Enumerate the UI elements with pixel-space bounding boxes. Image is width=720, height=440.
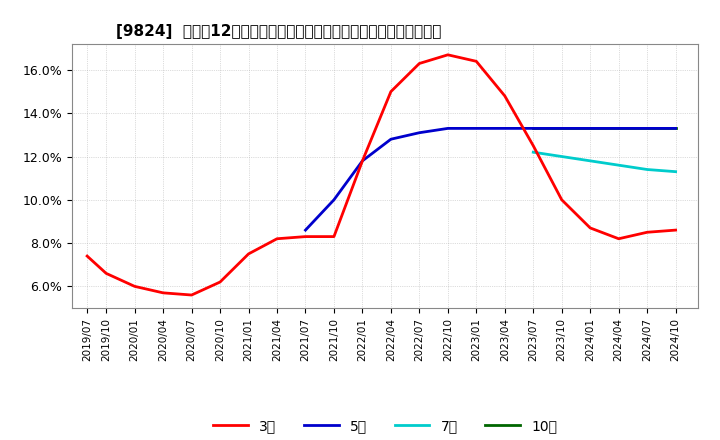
10年 [586, 126, 595, 131]
7年 [586, 158, 595, 164]
5年 [301, 227, 310, 233]
3年 [301, 234, 310, 239]
3年 [387, 89, 395, 94]
3年 [102, 271, 110, 276]
Text: [9824]  売上高12か月移動合計の対前年同期増減率の標準偏差の推移: [9824] 売上高12か月移動合計の対前年同期増減率の標準偏差の推移 [116, 24, 441, 39]
3年 [671, 227, 680, 233]
5年 [500, 126, 509, 131]
3年 [273, 236, 282, 242]
3年 [216, 279, 225, 285]
3年 [358, 158, 366, 164]
5年 [643, 126, 652, 131]
5年 [671, 126, 680, 131]
7年 [557, 154, 566, 159]
5年 [557, 126, 566, 131]
Line: 5年: 5年 [305, 128, 675, 230]
3年 [187, 292, 196, 297]
7年 [529, 150, 538, 155]
3年 [500, 93, 509, 99]
10年 [614, 126, 623, 131]
7年 [643, 167, 652, 172]
5年 [358, 158, 366, 164]
3年 [643, 230, 652, 235]
3年 [529, 143, 538, 148]
5年 [586, 126, 595, 131]
3年 [557, 197, 566, 202]
5年 [387, 136, 395, 142]
5年 [330, 197, 338, 202]
Legend: 3年, 5年, 7年, 10年: 3年, 5年, 7年, 10年 [207, 413, 563, 438]
3年 [244, 251, 253, 257]
7年 [614, 162, 623, 168]
3年 [159, 290, 168, 296]
10年 [557, 126, 566, 131]
3年 [130, 284, 139, 289]
5年 [415, 130, 423, 136]
3年 [614, 236, 623, 242]
10年 [529, 126, 538, 131]
5年 [614, 126, 623, 131]
Line: 7年: 7年 [534, 152, 675, 172]
3年 [415, 61, 423, 66]
Line: 3年: 3年 [87, 55, 675, 295]
10年 [643, 126, 652, 131]
5年 [472, 126, 481, 131]
3年 [83, 253, 91, 259]
5年 [529, 126, 538, 131]
7年 [671, 169, 680, 174]
3年 [444, 52, 452, 58]
3年 [472, 59, 481, 64]
3年 [586, 225, 595, 231]
5年 [444, 126, 452, 131]
10年 [671, 126, 680, 131]
3年 [330, 234, 338, 239]
